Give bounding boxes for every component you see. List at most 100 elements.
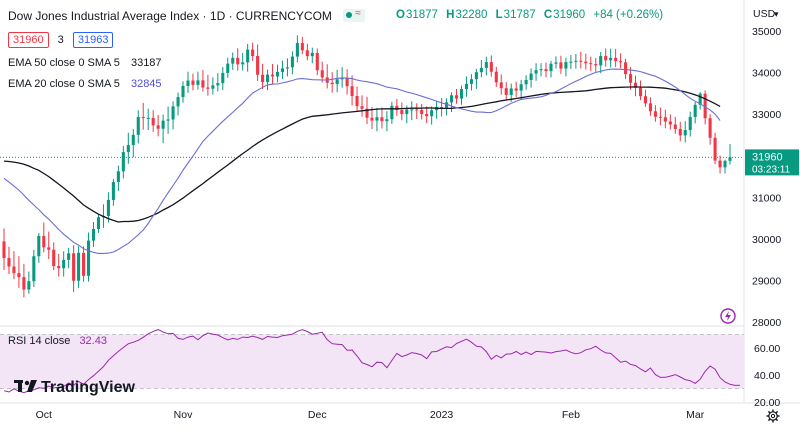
candle[interactable] bbox=[599, 51, 603, 74]
candle[interactable] bbox=[529, 68, 533, 88]
gear-icon[interactable] bbox=[766, 409, 780, 423]
ema20-legend[interactable]: EMA 20 close 0 SMA 5 32845 bbox=[8, 78, 162, 90]
candle[interactable] bbox=[136, 110, 140, 144]
candle[interactable] bbox=[454, 88, 459, 104]
candle[interactable] bbox=[589, 56, 593, 72]
candle[interactable] bbox=[57, 253, 61, 277]
candle[interactable] bbox=[539, 63, 543, 77]
candle[interactable] bbox=[86, 232, 91, 282]
candle[interactable] bbox=[196, 71, 200, 90]
candle[interactable] bbox=[708, 114, 712, 145]
candle[interactable] bbox=[440, 98, 444, 117]
candle[interactable] bbox=[335, 69, 339, 93]
candle[interactable] bbox=[609, 48, 613, 68]
candle[interactable] bbox=[554, 56, 558, 69]
candle[interactable] bbox=[236, 48, 240, 71]
candle[interactable] bbox=[564, 57, 568, 77]
candle[interactable] bbox=[201, 70, 205, 92]
candle[interactable] bbox=[320, 61, 324, 83]
candle[interactable] bbox=[395, 98, 399, 116]
candle[interactable] bbox=[410, 101, 414, 121]
candle[interactable] bbox=[126, 132, 130, 164]
candle[interactable] bbox=[37, 233, 41, 263]
candle[interactable] bbox=[629, 66, 633, 90]
candle[interactable] bbox=[266, 69, 270, 91]
candle[interactable] bbox=[484, 56, 488, 76]
candle[interactable] bbox=[42, 222, 46, 253]
candle[interactable] bbox=[256, 44, 260, 81]
candle[interactable] bbox=[27, 271, 31, 294]
candle[interactable] bbox=[186, 71, 190, 93]
candle[interactable] bbox=[251, 42, 255, 61]
candle[interactable] bbox=[519, 79, 523, 99]
candle[interactable] bbox=[106, 192, 110, 223]
candle[interactable] bbox=[270, 63, 275, 85]
candle[interactable] bbox=[569, 54, 573, 69]
candle[interactable] bbox=[171, 101, 175, 130]
candle[interactable] bbox=[7, 246, 11, 275]
candle[interactable] bbox=[191, 73, 195, 91]
candle[interactable] bbox=[241, 52, 245, 71]
candle[interactable] bbox=[430, 106, 434, 125]
candle[interactable] bbox=[718, 155, 722, 174]
candle[interactable] bbox=[499, 74, 503, 95]
candle[interactable] bbox=[380, 107, 384, 129]
candle[interactable] bbox=[72, 245, 76, 293]
candle[interactable] bbox=[52, 242, 56, 271]
candle[interactable] bbox=[619, 53, 623, 69]
candle[interactable] bbox=[305, 43, 309, 61]
candle[interactable] bbox=[355, 86, 359, 112]
rsi-legend[interactable]: RSI 14 close 32.43 bbox=[8, 335, 107, 347]
candle[interactable] bbox=[161, 114, 165, 144]
candle[interactable] bbox=[111, 178, 115, 206]
candle[interactable] bbox=[17, 256, 21, 288]
candlestick-series[interactable] bbox=[2, 35, 732, 298]
candle[interactable] bbox=[375, 107, 379, 132]
candle[interactable] bbox=[673, 116, 677, 134]
candle[interactable] bbox=[678, 121, 682, 142]
candle[interactable] bbox=[728, 144, 732, 165]
candle[interactable] bbox=[683, 121, 687, 143]
price-axis[interactable]: 2800029000300003100032000330003400035000 bbox=[752, 26, 781, 329]
candle[interactable] bbox=[698, 92, 702, 110]
candle[interactable] bbox=[464, 76, 468, 97]
candle[interactable] bbox=[604, 48, 608, 67]
candle[interactable] bbox=[400, 102, 404, 121]
candle[interactable] bbox=[574, 53, 578, 69]
candle[interactable] bbox=[141, 102, 145, 130]
buy-button[interactable]: 31963 bbox=[72, 32, 114, 48]
candle[interactable] bbox=[345, 69, 349, 95]
candle[interactable] bbox=[211, 77, 215, 95]
candle[interactable] bbox=[370, 106, 374, 130]
candle[interactable] bbox=[633, 75, 638, 97]
candle[interactable] bbox=[360, 95, 364, 117]
candle[interactable] bbox=[479, 59, 483, 78]
candle[interactable] bbox=[668, 114, 672, 130]
candle[interactable] bbox=[653, 105, 657, 122]
candle[interactable] bbox=[47, 231, 51, 260]
candle[interactable] bbox=[579, 51, 583, 69]
currency-dropdown[interactable]: USD ▾ bbox=[753, 8, 779, 20]
candle[interactable] bbox=[2, 228, 6, 271]
candle[interactable] bbox=[295, 35, 299, 63]
candle[interactable] bbox=[474, 68, 478, 89]
candle[interactable] bbox=[594, 57, 598, 72]
candle[interactable] bbox=[445, 98, 449, 116]
candle[interactable] bbox=[285, 58, 289, 77]
candle[interactable] bbox=[231, 52, 235, 70]
candle[interactable] bbox=[534, 63, 538, 81]
candle[interactable] bbox=[415, 103, 419, 120]
candle[interactable] bbox=[350, 75, 354, 106]
candle[interactable] bbox=[261, 63, 265, 90]
candle[interactable] bbox=[275, 64, 280, 83]
candle[interactable] bbox=[67, 247, 71, 269]
candle[interactable] bbox=[315, 48, 319, 76]
candle[interactable] bbox=[688, 111, 692, 137]
currency-label[interactable]: USD bbox=[753, 8, 776, 20]
candle[interactable] bbox=[116, 165, 120, 191]
candle[interactable] bbox=[77, 246, 81, 289]
candle[interactable] bbox=[325, 64, 329, 89]
candle[interactable] bbox=[91, 222, 96, 247]
candle[interactable] bbox=[723, 159, 727, 174]
candle[interactable] bbox=[330, 72, 334, 93]
